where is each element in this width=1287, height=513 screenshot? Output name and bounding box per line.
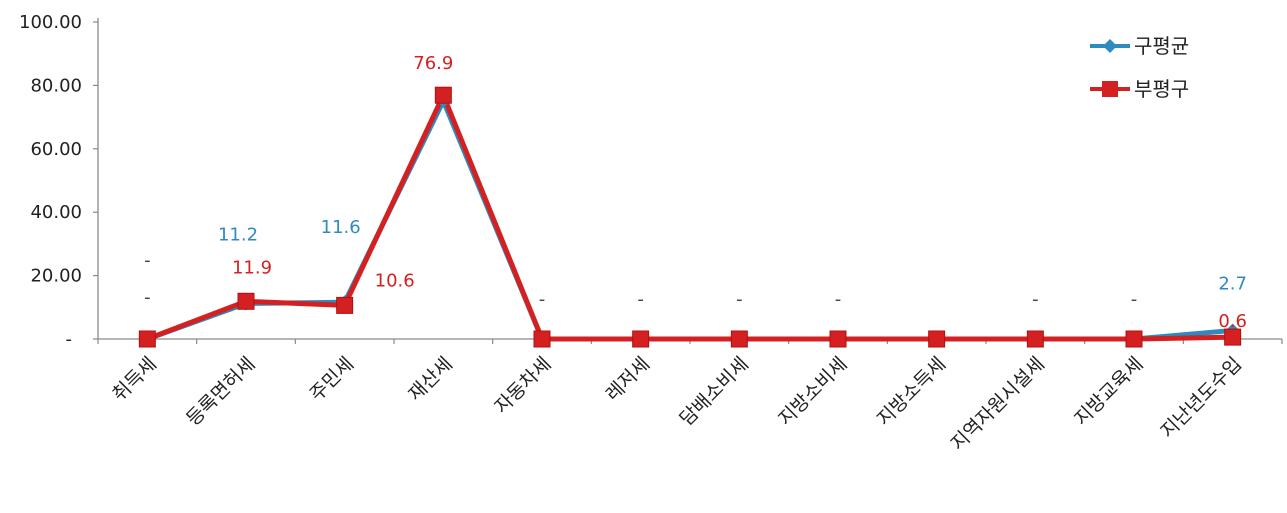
series-line-2 [144, 92, 1236, 342]
data-point-marker [928, 330, 946, 348]
data-point-marker [632, 330, 650, 348]
legend-marker-diamond [1103, 39, 1117, 53]
x-tick-label: 레저세 [602, 353, 655, 406]
y-tick-label: 80.00 [30, 75, 82, 96]
data-point-marker [434, 86, 452, 104]
data-point-marker [237, 292, 255, 310]
data-label: 2.7 [1218, 273, 1247, 294]
x-tick-label: 담배소비세 [676, 353, 753, 430]
legend-label: 부평구 [1134, 77, 1189, 101]
data-label: - [736, 289, 743, 310]
axes [97, 18, 1283, 344]
y-axis-ticks: - 20.00 40.00 60.00 80.00 100.00 [19, 12, 98, 350]
data-labels: - 11.2 11.6 75.1 2.7 - 11.9 10.6 76.9 - - - - - - 0.6 [144, 0, 1247, 332]
data-point-marker [730, 330, 748, 348]
data-label: - [144, 287, 151, 308]
x-tick-label: 지방소비세 [774, 353, 851, 430]
data-point-marker [533, 330, 551, 348]
y-tick-label: - [66, 329, 73, 350]
x-tick-label: 지방교육세 [1070, 353, 1147, 430]
data-label: 11.2 [218, 224, 258, 245]
data-label: - [637, 289, 644, 310]
x-tick-label: 재산세 [404, 353, 457, 406]
y-tick-label: 100.00 [19, 12, 82, 33]
x-tick-label: 주민세 [306, 353, 359, 406]
data-label: - [539, 289, 546, 310]
x-tick-label: 지난년도수입 [1156, 353, 1246, 443]
x-tick-label: 취득세 [108, 353, 161, 406]
data-label: 75.1 [413, 0, 453, 4]
series-lines [144, 92, 1236, 342]
data-point-marker [1026, 330, 1044, 348]
data-point-marker [138, 330, 156, 348]
data-point-marker [829, 330, 847, 348]
data-label: 11.9 [232, 257, 272, 278]
data-label: 0.6 [1218, 311, 1247, 332]
data-label: - [835, 289, 842, 310]
data-point-marker [1224, 328, 1242, 346]
x-tick-label: 지방소득세 [873, 353, 950, 430]
data-label: 11.6 [321, 217, 361, 238]
data-point-marker [1125, 330, 1143, 348]
x-axis-labels: 취득세 등록면허세 주민세 재산세 자동차세 레저세 담배소비세 지방소비세 지방소득세지역자원… [108, 353, 1246, 455]
y-tick-label: 20.00 [30, 266, 82, 287]
data-label: - [1131, 289, 1138, 310]
series-markers [138, 86, 1242, 348]
y-tick-label: 60.00 [30, 139, 82, 160]
y-tick-label: 40.00 [30, 202, 82, 223]
data-label: - [144, 250, 151, 271]
x-tick-label: 자동차세 [491, 353, 556, 418]
x-tick-label: 등록면허세 [182, 353, 259, 430]
data-point-marker [336, 296, 354, 314]
legend-marker-square [1102, 81, 1118, 97]
data-label: 10.6 [375, 270, 415, 291]
data-label: - [1032, 289, 1039, 310]
x-tick-label: 지역자원시설세 [947, 353, 1049, 455]
legend-label: 구평균 [1134, 34, 1189, 58]
data-label: 76.9 [413, 53, 453, 74]
